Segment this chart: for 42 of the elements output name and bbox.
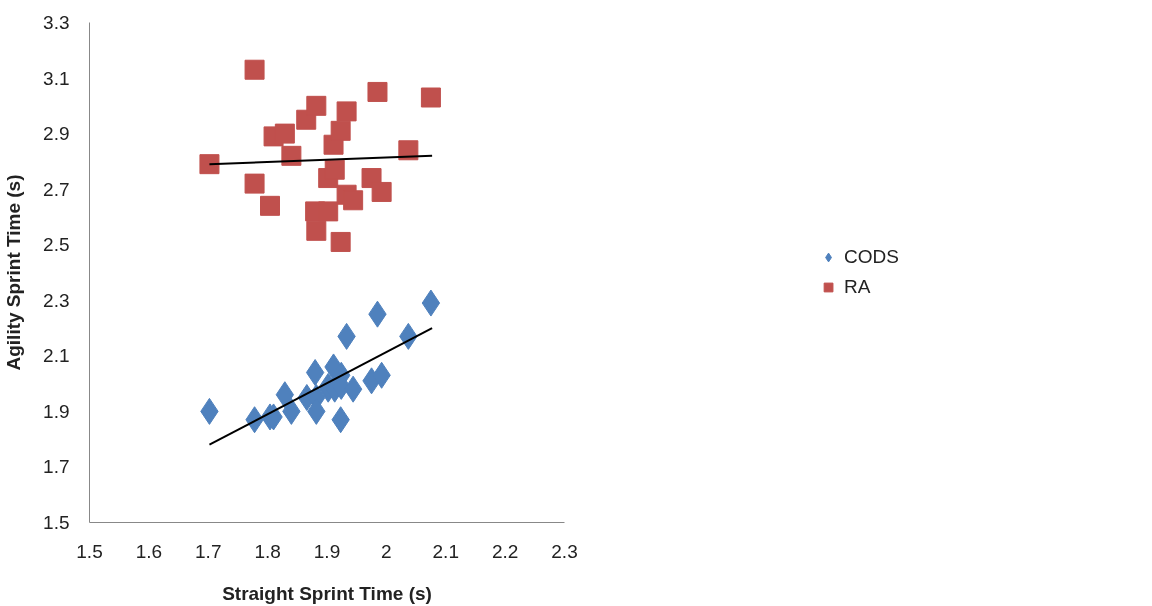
- y-tick-label: 1.7: [43, 456, 70, 478]
- x-tick-label: 2.2: [491, 540, 519, 562]
- x-tick-label: 2.3: [551, 540, 578, 562]
- x-tick-label: 1.5: [76, 540, 103, 562]
- y-tick-label: 2.3: [43, 289, 70, 311]
- y-axis-title: Agility Sprint Time (s): [3, 174, 25, 371]
- point: [244, 173, 265, 194]
- point: [306, 95, 327, 116]
- point: [371, 181, 392, 202]
- legend-label: RA: [844, 276, 871, 298]
- point: [318, 201, 339, 222]
- y-tick-label: 2.7: [43, 178, 70, 200]
- x-tick-label: 2.1: [432, 540, 459, 562]
- point: [420, 87, 441, 108]
- legend-label: CODS: [844, 246, 899, 268]
- point: [330, 120, 351, 141]
- point: [305, 359, 325, 386]
- point: [343, 375, 363, 403]
- y-tick-label: 2.9: [43, 123, 70, 145]
- y-tick-label: 3.3: [43, 12, 70, 33]
- x-tick-label: 1.7: [195, 540, 222, 562]
- y-tick-label: 3.1: [43, 67, 70, 89]
- y-tick-label: 2.5: [43, 234, 70, 256]
- point: [330, 231, 351, 252]
- x-tick-label: 1.8: [254, 540, 281, 562]
- y-tick-label: 1.5: [43, 512, 70, 533]
- x-tick-label: 1.9: [313, 540, 341, 562]
- point: [324, 159, 345, 180]
- point: [199, 154, 220, 175]
- point: [274, 123, 295, 144]
- point: [260, 195, 280, 216]
- x-axis-title: Straight Sprint Time (s): [222, 582, 432, 604]
- x-tick-label: 2: [381, 540, 392, 562]
- y-tick-label: 2.1: [43, 345, 70, 367]
- y-tick-label: 1.9: [43, 400, 70, 422]
- point: [367, 81, 388, 102]
- point: [306, 220, 327, 241]
- point: [244, 59, 265, 80]
- x-tick-label: 1.6: [135, 540, 163, 562]
- point: [336, 101, 357, 122]
- point: [421, 289, 441, 317]
- point: [343, 190, 364, 211]
